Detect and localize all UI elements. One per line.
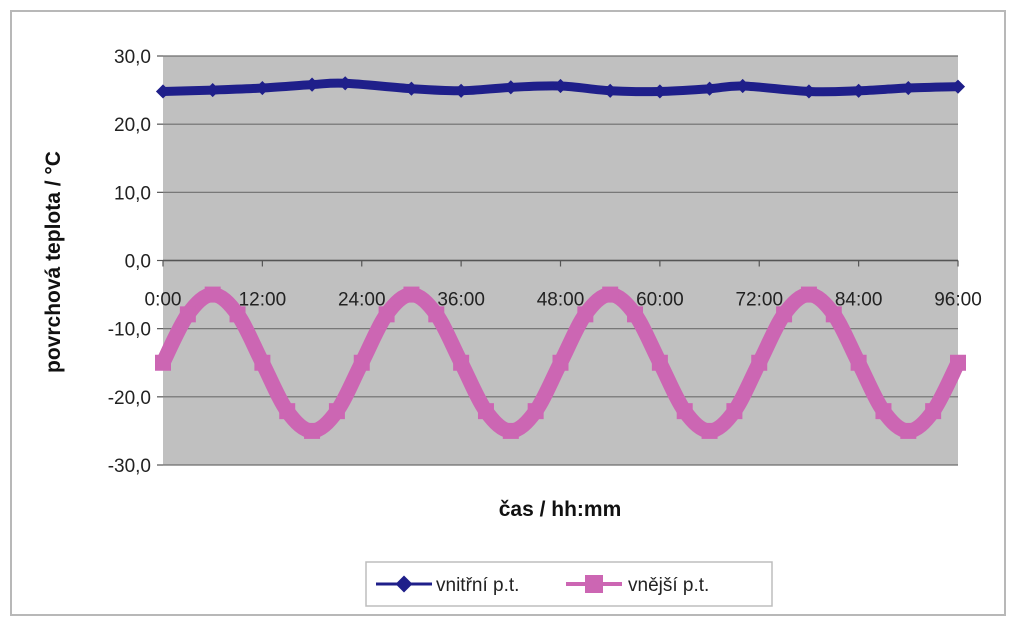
data-point-0 [801,84,817,99]
data-point-0 [454,83,469,98]
y-tick-label: -10,0 [108,320,151,341]
data-point-1 [502,422,519,439]
data-point-1 [477,403,494,420]
legend-marker-vnejsi [585,575,603,593]
data-point-0 [503,80,518,95]
y-tick-label: 0,0 [125,252,151,273]
data-point-1 [875,403,892,420]
data-point-1 [279,403,296,420]
legend-label-vnejsi: vnější p.t. [628,575,709,596]
data-point-0 [735,78,750,94]
x-tick-label: 24:00 [338,290,386,311]
data-point-1 [155,354,171,371]
y-tick-label: -30,0 [108,456,151,477]
data-point-0 [901,80,916,96]
data-point-1 [254,354,271,371]
series-layer [155,76,966,439]
y-tick-label: 20,0 [114,115,151,136]
data-point-0 [255,80,270,96]
y-tick-label: 10,0 [114,183,151,204]
data-point-1 [602,286,619,303]
data-point-0 [702,81,717,96]
data-point-1 [453,354,470,371]
data-point-0 [603,83,618,98]
data-point-0 [553,78,568,94]
data-point-1 [428,306,445,323]
legend: vnitřní p.t. vnější p.t. [365,561,773,607]
data-point-1 [179,306,196,323]
x-tick-label: 48:00 [537,290,585,311]
data-point-1 [577,306,594,323]
data-point-1 [627,306,644,323]
x-axis-zero-line [162,259,959,267]
y-axis-title: povrchová teplota / °C [42,151,65,373]
x-tick-label: 84:00 [835,290,883,311]
data-point-1 [229,306,246,323]
data-point-0 [404,81,419,96]
data-point-1 [527,403,544,420]
y-tick-label: 30,0 [114,47,151,68]
x-tick-label: 36:00 [437,290,485,311]
x-tick-label: 96:00 [934,290,982,311]
data-point-0 [304,77,320,92]
data-point-1 [651,354,668,371]
x-tick-label: 0:00 [145,290,182,311]
data-point-0 [652,84,667,99]
data-point-1 [950,354,966,371]
data-point-1 [304,422,321,439]
data-point-1 [900,422,917,439]
data-point-0 [851,83,866,98]
data-point-1 [850,354,867,371]
data-point-1 [825,306,842,323]
data-point-1 [353,354,370,371]
data-point-1 [328,403,345,420]
legend-label-vnitrni: vnitřní p.t. [436,575,519,596]
data-point-1 [751,354,768,371]
data-point-0 [950,79,966,94]
data-point-1 [800,286,817,303]
data-point-1 [403,286,420,303]
data-point-1 [701,422,718,439]
data-point-1 [726,403,743,420]
data-point-0 [338,76,353,91]
x-tick-label: 72:00 [735,290,783,311]
y-tick-label: -20,0 [108,388,151,409]
x-axis-title: čas / hh:mm [499,498,622,521]
data-point-1 [925,403,942,420]
data-point-1 [204,286,221,303]
legend-marker-vnitrni [395,575,413,593]
y-axis-ticks: 30,0 20,0 10,0 0,0 -10,0 -20,0 -30,0 [108,47,163,477]
x-tick-label: 12:00 [239,290,287,311]
data-point-1 [776,306,793,323]
data-point-1 [676,403,693,420]
data-point-1 [378,306,395,323]
data-point-1 [552,354,569,371]
x-tick-label: 60:00 [636,290,684,311]
x-axis-ticks: 0:00 12:00 24:00 36:00 48:00 60:00 72:00 84:00 9… [145,290,982,311]
